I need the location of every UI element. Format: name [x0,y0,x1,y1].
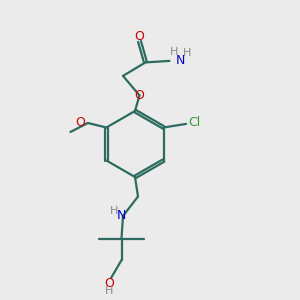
Text: H: H [170,47,178,57]
Text: H: H [110,206,118,216]
Text: O: O [75,116,85,129]
Text: Cl: Cl [188,116,201,129]
Text: H: H [183,48,192,59]
Text: H: H [104,286,113,296]
Text: O: O [135,89,144,102]
Text: O: O [105,277,114,290]
Text: O: O [135,29,144,43]
Text: N: N [117,209,126,222]
Text: N: N [175,54,185,68]
